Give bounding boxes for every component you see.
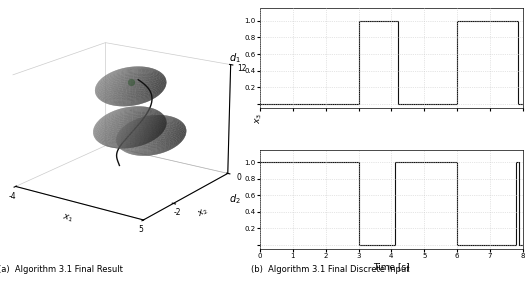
X-axis label: $x_1$: $x_1$ (61, 212, 74, 225)
Text: (b)  Algorithm 3.1 Final Discrete Input: (b) Algorithm 3.1 Final Discrete Input (251, 265, 409, 274)
Text: (a)  Algorithm 3.1 Final Result: (a) Algorithm 3.1 Final Result (0, 265, 123, 274)
Y-axis label: $x_2$: $x_2$ (196, 206, 211, 220)
X-axis label: Time [s]: Time [s] (373, 262, 410, 271)
Y-axis label: $d_1$: $d_1$ (229, 51, 241, 65)
Y-axis label: $d_2$: $d_2$ (229, 192, 241, 206)
